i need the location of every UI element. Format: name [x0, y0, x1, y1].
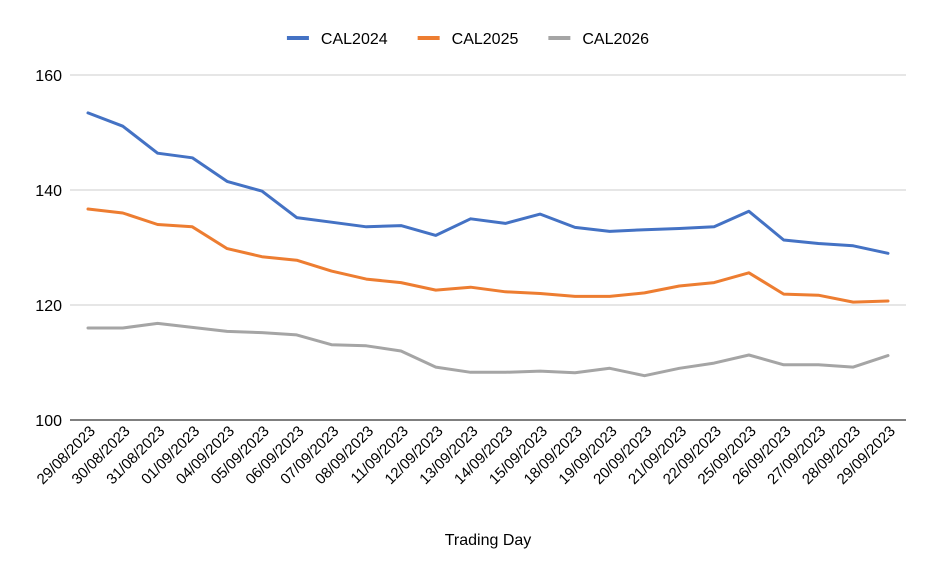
y-tick-label: 140 [35, 183, 62, 200]
x-axis-title: Trading Day [445, 532, 532, 549]
legend-label-cal2024: CAL2024 [321, 31, 388, 48]
series-line-cal2026 [86, 321, 890, 378]
y-axis: 100 120 140 160 [35, 68, 62, 430]
y-tick-label: 120 [35, 298, 62, 315]
series-lines [86, 111, 890, 378]
series-line-cal2025 [86, 207, 890, 304]
legend: CAL2024 CAL2025 CAL2026 [286, 31, 649, 48]
legend-label-cal2025: CAL2025 [452, 31, 519, 48]
y-tick-label: 160 [35, 68, 62, 85]
series-line-cal2024 [86, 111, 890, 255]
x-axis: 29/08/202330/08/202331/08/202301/09/2023… [34, 423, 899, 488]
y-tick-label: 100 [35, 413, 62, 430]
gridlines [70, 74, 906, 421]
legend-label-cal2026: CAL2026 [582, 31, 649, 48]
